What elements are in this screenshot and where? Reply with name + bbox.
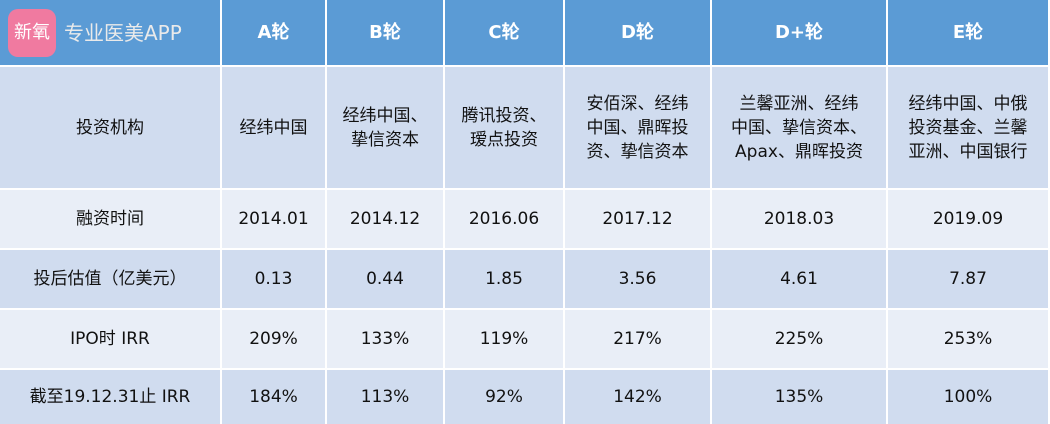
row-label: 融资时间 (0, 190, 222, 250)
data-cell: 100% (888, 370, 1050, 424)
row-label-text: 投资机构 (76, 117, 144, 138)
cell-text: 中国、鼎晖投 (586, 117, 689, 138)
data-cell: 209% (222, 310, 327, 370)
row-label: IPO时 IRR (0, 310, 222, 370)
data-cell: 2019.09 (888, 190, 1050, 250)
column-title: B轮 (369, 21, 401, 43)
data-cell: 1.85 (445, 250, 565, 310)
column-title: D轮 (621, 21, 654, 43)
cell-text: 119% (479, 329, 529, 349)
data-cell: 0.13 (222, 250, 327, 310)
data-cell: 经纬中国、中俄 投资基金、兰馨 亚洲、中国银行 (888, 67, 1050, 190)
cell-text: 经纬中国、中俄 (908, 93, 1028, 114)
data-cell: 腾讯投资、 瑷点投资 (445, 67, 565, 190)
cell-text: 92% (485, 387, 523, 407)
column-header: D+轮 (712, 0, 888, 67)
cell-text: 135% (774, 387, 824, 407)
data-cell: 119% (445, 310, 565, 370)
column-header: C轮 (445, 0, 565, 67)
cell-text: 225% (774, 329, 824, 349)
data-cell: 经纬中国 (222, 67, 327, 190)
cell-text: 安佰深、经纬 (586, 93, 689, 114)
data-cell: 2018.03 (712, 190, 888, 250)
cell-text: 瑷点投资 (470, 129, 538, 150)
data-cell: 3.56 (565, 250, 712, 310)
cell-text: 184% (249, 387, 298, 407)
cell-text: 兰馨亚洲、经纬 (739, 93, 859, 114)
cell-text: 3.56 (618, 269, 657, 289)
data-cell: 2016.06 (445, 190, 565, 250)
cell-text: 253% (943, 329, 993, 349)
cell-text: 133% (360, 329, 410, 349)
data-cell: 0.44 (327, 250, 445, 310)
data-cell: 217% (565, 310, 712, 370)
data-cell: 经纬中国、 挚信资本 (327, 67, 445, 190)
cell-text: 资、挚信资本 (586, 141, 689, 162)
column-title: C轮 (488, 21, 520, 43)
data-cell: 4.61 (712, 250, 888, 310)
cell-text: Apax、鼎晖投资 (735, 141, 863, 162)
cell-text: 1.85 (485, 269, 523, 289)
logo-cell: 新氧 专业医美APP (0, 0, 222, 67)
cell-text: 经纬中国 (239, 117, 308, 138)
cell-text: 2019.09 (932, 209, 1004, 229)
data-cell: 142% (565, 370, 712, 424)
cell-text: 7.87 (949, 269, 987, 289)
row-label: 截至19.12.31止 IRR (0, 370, 222, 424)
row-label-text: 投后估值（亿美元） (33, 269, 187, 289)
column-header: A轮 (222, 0, 327, 67)
data-cell: 133% (327, 310, 445, 370)
cell-text: 4.61 (780, 269, 818, 289)
cell-text: 113% (360, 387, 410, 407)
column-header: E轮 (888, 0, 1050, 67)
cell-text: 100% (943, 387, 993, 407)
column-title: A轮 (257, 21, 290, 43)
column-header: D轮 (565, 0, 712, 67)
row-label-text: IPO时 IRR (70, 329, 150, 349)
cell-text: 0.13 (254, 269, 293, 289)
data-cell: 253% (888, 310, 1050, 370)
cell-text: 亚洲、中国银行 (908, 141, 1028, 162)
cell-text: 2014.12 (349, 209, 421, 229)
cell-text: 2016.06 (468, 209, 540, 229)
column-title: D+轮 (774, 21, 824, 43)
cell-text: 217% (613, 329, 662, 349)
cell-text: 经纬中国、 (342, 105, 428, 126)
column-title: E轮 (952, 21, 984, 43)
row-label: 投资机构 (0, 67, 222, 190)
row-label: 投后估值（亿美元） (0, 250, 222, 310)
row-label-text: 截至19.12.31止 IRR (29, 387, 191, 407)
column-header: B轮 (327, 0, 445, 67)
data-cell: 135% (712, 370, 888, 424)
cell-text: 挚信资本 (351, 129, 419, 150)
cell-text: 2014.01 (238, 209, 309, 229)
data-cell: 92% (445, 370, 565, 424)
cell-text: 腾讯投资、 (461, 105, 547, 126)
cell-text: 中国、挚信资本、 (731, 117, 867, 138)
logo-brand: 专业医美APP (64, 20, 182, 45)
cell-text: 2018.03 (763, 209, 835, 229)
data-cell: 兰馨亚洲、经纬 中国、挚信资本、 Apax、鼎晖投资 (712, 67, 888, 190)
data-cell: 2014.01 (222, 190, 327, 250)
data-cell: 113% (327, 370, 445, 424)
cell-text: 2017.12 (602, 209, 673, 229)
cell-text: 投资基金、兰馨 (908, 117, 1028, 138)
data-cell: 2017.12 (565, 190, 712, 250)
data-cell: 安佰深、经纬 中国、鼎晖投 资、挚信资本 (565, 67, 712, 190)
cell-text: 142% (613, 387, 662, 407)
data-cell: 2014.12 (327, 190, 445, 250)
logo-icon: 新氧 (8, 8, 56, 57)
data-cell: 225% (712, 310, 888, 370)
cell-text: 209% (249, 329, 298, 349)
data-cell: 7.87 (888, 250, 1050, 310)
cell-text: 0.44 (366, 269, 404, 289)
row-label-text: 融资时间 (76, 209, 144, 229)
data-cell: 184% (222, 370, 327, 424)
